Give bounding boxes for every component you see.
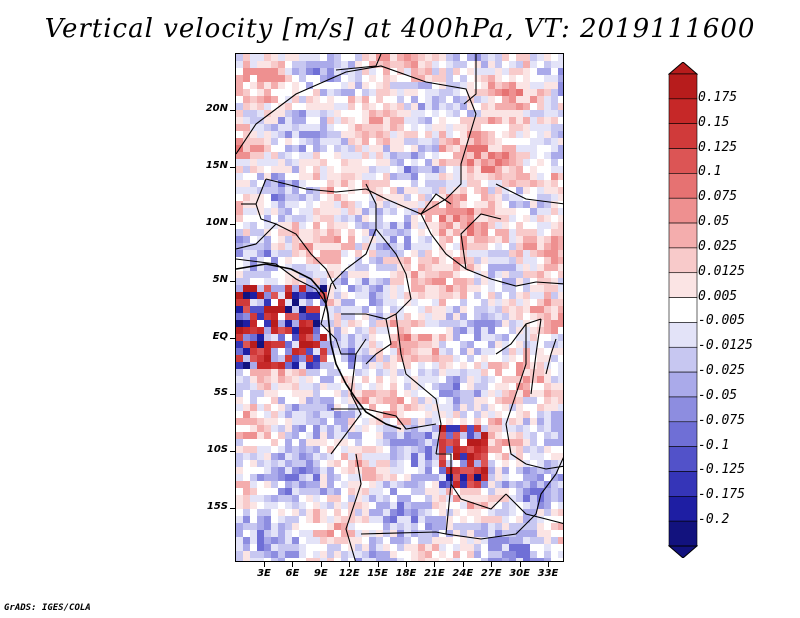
colorbar-band <box>668 371 698 398</box>
colorbar-label: 0.175 <box>698 89 738 105</box>
colorbar-label: -0.1 <box>698 437 730 453</box>
lat-tick <box>230 224 235 225</box>
colorbar-label: -0.05 <box>698 387 738 403</box>
lat-label: 10S <box>206 444 228 455</box>
vertical-velocity-field <box>236 54 563 561</box>
lon-label: 21E <box>424 568 445 579</box>
colorbar-label: 0.125 <box>698 139 738 155</box>
colorbar-label: -0.075 <box>698 412 745 428</box>
lon-label: 30E <box>509 568 530 579</box>
colorbar-band <box>668 496 698 522</box>
colorbar-label: 0.075 <box>698 189 738 205</box>
colorbar-label: 0.005 <box>698 288 738 304</box>
colorbar-band <box>668 247 698 274</box>
lon-tick <box>264 562 265 567</box>
lon-tick <box>349 562 351 567</box>
colorbar-label: 0.1 <box>698 164 722 180</box>
lat-tick <box>230 110 235 111</box>
colorbar-label: -0.025 <box>698 363 745 379</box>
lon-tick <box>406 562 407 567</box>
lon-label: 27E <box>480 568 502 579</box>
colorbar-label: -0.0125 <box>698 338 753 354</box>
colorbar-band <box>668 123 698 149</box>
colorbar-band <box>668 396 698 423</box>
colorbar-band <box>668 520 698 547</box>
colorbar-label: 0.05 <box>698 214 730 230</box>
lon-tick <box>519 562 521 567</box>
lon-label: 15E <box>367 568 388 579</box>
lon-tick <box>434 562 436 567</box>
colorbar-label: -0.175 <box>698 487 745 503</box>
grads-credit: GrADS: IGES/COLA <box>4 603 91 613</box>
colorbar-band <box>668 98 698 124</box>
lon-tick <box>491 562 493 567</box>
lat-label: 15S <box>206 501 228 512</box>
lat-label: 5S <box>213 387 228 398</box>
lat-tick <box>230 394 235 395</box>
lon-tick <box>377 562 379 567</box>
colorbar-band <box>668 73 698 100</box>
colorbar-band <box>668 322 698 348</box>
lon-label: 12E <box>338 568 360 579</box>
colorbar-band <box>668 222 698 249</box>
colorbar-band <box>668 272 698 298</box>
lon-tick <box>462 562 464 567</box>
colorbar-label: 0.0125 <box>698 263 745 279</box>
lat-label: 20N <box>205 103 228 114</box>
lon-label: 18E <box>395 568 417 579</box>
colorbar-label: 0.025 <box>698 238 738 254</box>
colorbar-label: -0.125 <box>698 462 745 478</box>
colorbar-band <box>668 197 698 224</box>
colorbar-band <box>668 297 698 323</box>
lon-label: 33E <box>537 568 559 579</box>
lat-tick <box>230 281 235 282</box>
lat-label: 5N <box>212 274 228 285</box>
lat-label: 10N <box>205 217 228 228</box>
colorbar-band <box>668 421 698 447</box>
lon-tick <box>320 562 322 567</box>
lat-tick <box>230 167 235 168</box>
colorbar-band <box>668 346 698 373</box>
colorbar-band <box>668 173 698 199</box>
colorbar <box>668 62 698 558</box>
map-plot-area <box>235 53 564 562</box>
lat-tick <box>230 508 235 509</box>
lon-tick <box>292 562 294 567</box>
lat-label: 15N <box>205 160 228 171</box>
colorbar-band <box>668 148 698 174</box>
colorbar-label: 0.15 <box>698 114 730 130</box>
lon-tick <box>548 562 549 567</box>
colorbar-band <box>668 471 698 497</box>
lat-tick <box>230 338 235 339</box>
map-title: Vertical velocity [m/s] at 400hPa, VT: 2… <box>44 14 756 44</box>
lon-label: 6E <box>285 568 300 579</box>
colorbar-label: -0.2 <box>698 512 730 528</box>
colorbar-label: -0.005 <box>698 313 745 329</box>
lon-label: 9E <box>313 568 328 579</box>
colorbar-band <box>668 446 698 472</box>
lon-label: 24E <box>452 568 474 579</box>
lat-tick <box>230 451 235 452</box>
lon-label: 3E <box>257 568 271 579</box>
lat-label: EQ <box>212 331 228 342</box>
